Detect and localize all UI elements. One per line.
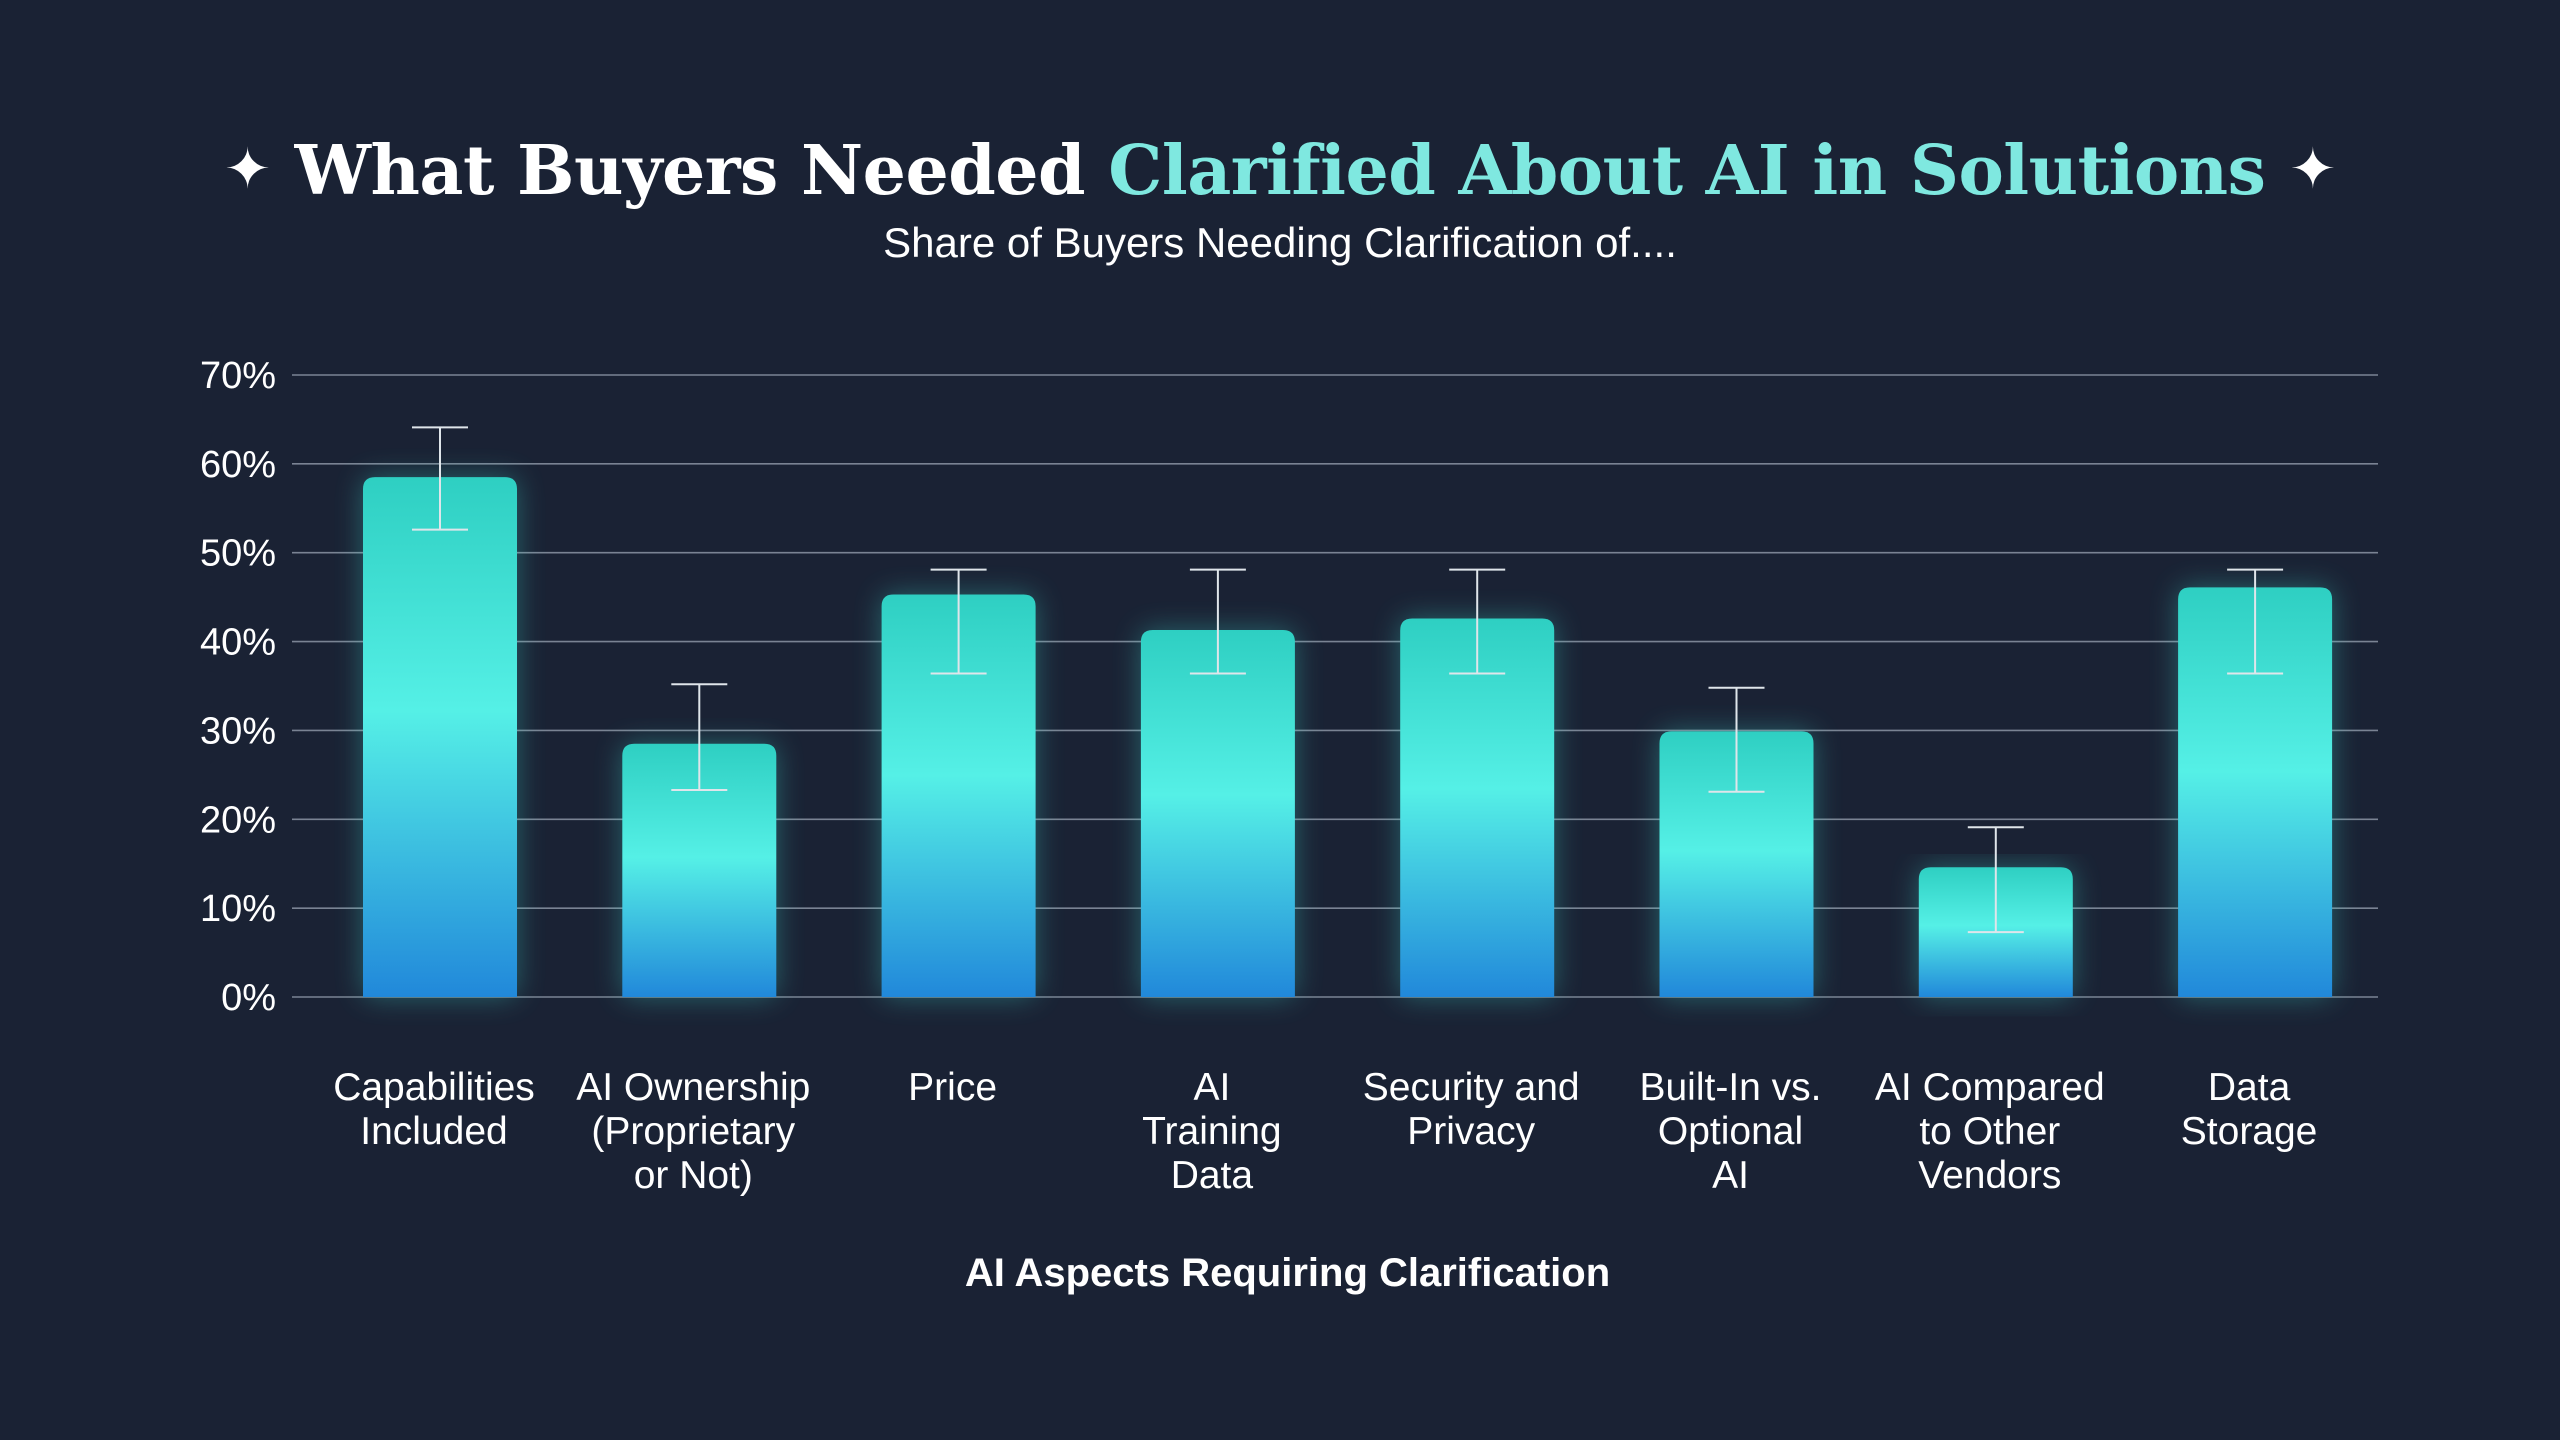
bar (2178, 587, 2333, 997)
left-sparkle-icon: ✦ (224, 137, 271, 202)
bars (363, 477, 2333, 998)
y-tick-label: 30% (200, 710, 276, 752)
bar (1400, 618, 1555, 997)
error-bar (1967, 826, 2024, 934)
x-category-label: AI Compared to Other Vendors (1875, 1066, 2105, 1197)
y-tick-label: 10% (200, 888, 276, 930)
x-category-label: Built-In vs. Optional AI (1639, 1066, 1821, 1197)
chart-title-white-part: What Buyers Needed (294, 131, 1109, 211)
chart-subtitle: Share of Buyers Needing Clarification of… (883, 219, 1677, 266)
y-tick-label: 50% (200, 533, 276, 575)
error-bar (1449, 568, 1506, 675)
chart-title: ✦ What Buyers Needed Clarified About AI i… (0, 125, 2560, 216)
x-category-label: Data Storage (2181, 1066, 2318, 1153)
x-category-label: AI Ownership (Proprietary or Not) (576, 1066, 810, 1197)
y-axis-ticks: 0% 10% 20% 30% 40% 50% 60% 70% (200, 355, 276, 1019)
y-tick-label: 70% (200, 355, 276, 397)
bar (1659, 731, 1814, 997)
chart-title-cyan-part: Clarified About AI in Solutions (1108, 131, 2266, 211)
x-axis-labels: Capabilities Included AI Ownership (Proprie… (333, 1066, 2317, 1197)
y-tick-label: 60% (200, 444, 276, 486)
bar (363, 477, 517, 998)
y-tick-label: 0% (221, 977, 276, 1019)
error-bars (412, 426, 2284, 934)
bar (881, 594, 1036, 997)
y-tick-label: 40% (200, 622, 276, 664)
x-category-label: Price (908, 1066, 997, 1109)
y-tick-label: 20% (200, 799, 276, 841)
error-bar (412, 426, 468, 531)
x-category-label: Security and Privacy (1363, 1066, 1580, 1153)
error-bar (2227, 568, 2284, 675)
error-bar (671, 683, 728, 791)
error-bar (1708, 686, 1765, 793)
x-category-label: AI Training Data (1142, 1066, 1281, 1197)
bar (622, 743, 777, 997)
x-category-label: Capabilities Included (333, 1066, 535, 1153)
x-axis-title: AI Aspects Requiring Clarification (964, 1251, 1611, 1295)
bar (1140, 630, 1295, 997)
error-bar (1189, 568, 1246, 675)
error-bar (930, 568, 987, 675)
right-sparkle-icon: ✦ (2289, 137, 2336, 202)
